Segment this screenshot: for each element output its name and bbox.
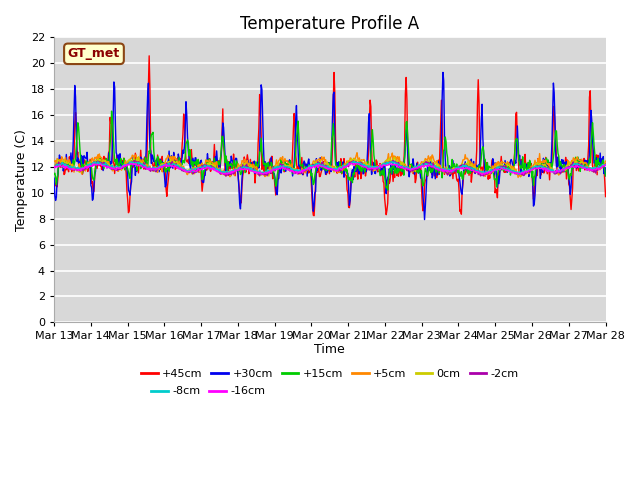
+5cm [60,158,68,164]
Line: +45cm: +45cm [54,56,605,216]
-2cm [602,161,609,167]
-16cm [60,165,68,170]
0cm [399,159,406,165]
+30cm [117,162,125,168]
-8cm [414,164,422,169]
Line: -8cm: -8cm [54,161,605,175]
0cm [134,154,142,160]
+5cm [50,158,58,164]
+30cm [420,216,428,222]
+15cm [108,108,115,114]
0cm [117,165,125,171]
+30cm [173,156,180,162]
Line: +15cm: +15cm [54,111,605,190]
Line: -2cm: -2cm [54,160,605,176]
+45cm [602,194,609,200]
+45cm [60,172,68,178]
0cm [173,162,181,168]
+45cm [399,170,406,176]
0cm [602,161,609,167]
Line: +30cm: +30cm [54,72,605,219]
-16cm [173,165,180,171]
Line: 0cm: 0cm [54,157,605,176]
0cm [265,173,273,179]
-2cm [60,162,68,168]
+5cm [173,156,180,162]
Line: +5cm: +5cm [54,153,605,178]
-8cm [602,162,609,168]
-2cm [173,164,181,170]
-2cm [222,173,230,179]
-2cm [399,163,406,169]
+45cm [415,169,422,175]
+15cm [60,159,68,165]
+30cm [60,164,68,170]
+15cm [173,161,181,167]
+15cm [203,159,211,165]
+30cm [50,175,58,181]
-8cm [50,164,58,169]
+5cm [397,159,405,165]
+45cm [145,53,153,59]
+30cm [397,168,404,173]
-8cm [202,164,210,170]
-2cm [50,164,58,170]
+15cm [399,166,406,171]
-16cm [478,172,486,178]
+15cm [384,187,392,193]
-2cm [117,166,125,171]
Title: Temperature Profile A: Temperature Profile A [240,15,419,33]
-8cm [515,172,522,178]
-16cm [347,160,355,166]
-16cm [602,162,609,168]
-16cm [202,166,210,171]
Line: -16cm: -16cm [54,163,605,175]
+15cm [50,171,58,177]
+30cm [413,160,420,166]
+5cm [414,164,422,169]
+30cm [202,160,210,166]
-2cm [203,162,211,168]
+15cm [602,173,609,179]
+15cm [118,161,125,167]
Text: GT_met: GT_met [68,48,120,60]
X-axis label: Time: Time [314,343,345,356]
-8cm [60,161,68,167]
+30cm [439,70,447,75]
-16cm [414,165,422,171]
0cm [60,157,68,163]
0cm [203,161,211,167]
+30cm [602,173,609,179]
0cm [415,165,422,170]
-8cm [117,164,125,169]
-8cm [397,163,405,169]
-16cm [397,165,405,170]
Legend: -8cm, -16cm: -8cm, -16cm [147,382,270,401]
+45cm [203,168,211,173]
-2cm [415,166,422,171]
+45cm [310,213,318,218]
Y-axis label: Temperature (C): Temperature (C) [15,129,28,231]
-2cm [131,157,138,163]
+5cm [202,157,210,163]
0cm [50,164,58,170]
-8cm [351,158,358,164]
-16cm [50,163,58,169]
+5cm [117,164,125,170]
+45cm [117,158,125,164]
+5cm [602,158,609,164]
+45cm [50,167,58,172]
+15cm [415,170,422,176]
+45cm [173,156,181,162]
-16cm [117,166,125,172]
+5cm [515,175,522,180]
-8cm [173,162,180,168]
+5cm [353,150,361,156]
